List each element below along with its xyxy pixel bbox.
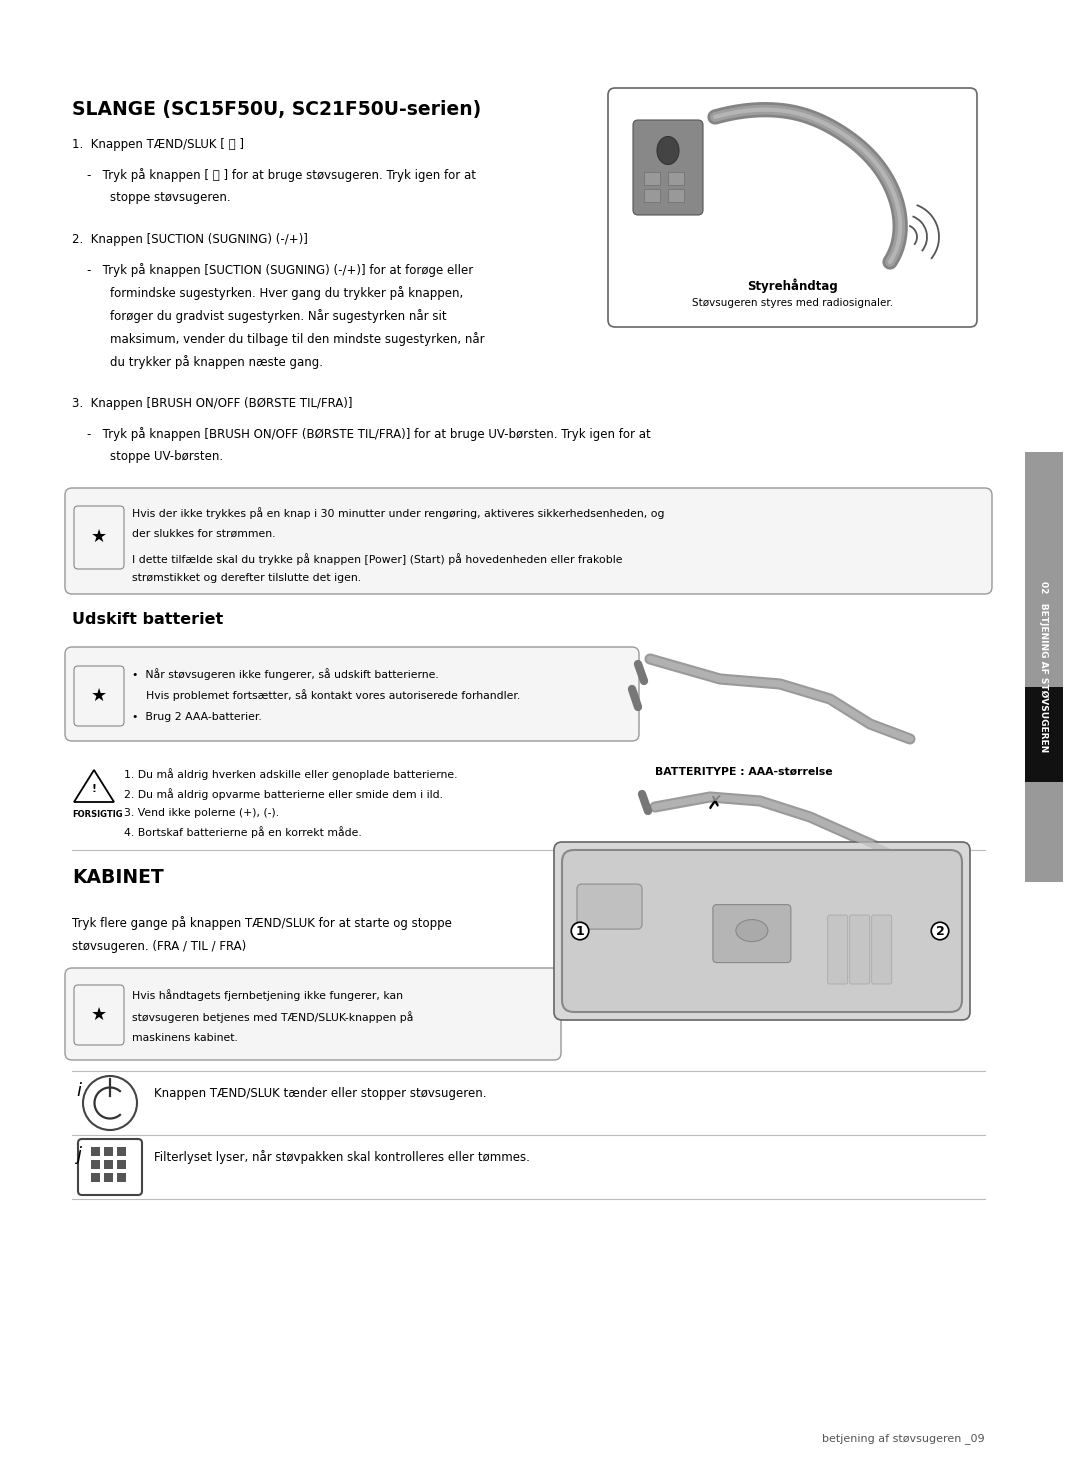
FancyBboxPatch shape: [65, 489, 993, 595]
Text: Knappen TÆND/SLUK tænder eller stopper støvsugeren.: Knappen TÆND/SLUK tænder eller stopper s…: [154, 1086, 486, 1100]
Text: 2: 2: [935, 924, 944, 938]
Text: støvsugeren betjenes med TÆND/SLUK-knappen på: støvsugeren betjenes med TÆND/SLUK-knapp…: [132, 1011, 414, 1023]
FancyBboxPatch shape: [562, 849, 962, 1013]
Bar: [91, 1173, 100, 1182]
Text: der slukkes for strømmen.: der slukkes for strømmen.: [132, 528, 275, 539]
FancyBboxPatch shape: [554, 842, 970, 1020]
Text: ★: ★: [91, 1005, 107, 1025]
FancyBboxPatch shape: [75, 506, 124, 570]
Text: maksimum, vender du tilbage til den mindste sugestyrken, når: maksimum, vender du tilbage til den mind…: [110, 333, 485, 346]
Bar: [104, 1160, 113, 1169]
Text: 4. Bortskaf batterierne på en korrekt måde.: 4. Bortskaf batterierne på en korrekt må…: [124, 826, 362, 838]
Text: 1. Du må aldrig hverken adskille eller genoplade batterierne.: 1. Du må aldrig hverken adskille eller g…: [124, 768, 458, 780]
FancyBboxPatch shape: [577, 885, 642, 929]
Text: -   Tryk på knappen [SUCTION (SUGNING) (-/+)] for at forøge eller: - Tryk på knappen [SUCTION (SUGNING) (-/…: [87, 263, 473, 277]
Text: Styrehåndtag: Styrehåndtag: [747, 278, 838, 293]
Text: formindske sugestyrken. Hver gang du trykker på knappen,: formindske sugestyrken. Hver gang du try…: [110, 286, 463, 300]
Text: ✗: ✗: [706, 795, 724, 814]
Text: Hvis håndtagets fjernbetjening ikke fungerer, kan: Hvis håndtagets fjernbetjening ikke fung…: [132, 989, 403, 1001]
Bar: [117, 1173, 126, 1182]
Text: •  Når støvsugeren ikke fungerer, så udskift batterierne.: • Når støvsugeren ikke fungerer, så udsk…: [132, 668, 438, 680]
Text: •  Brug 2 AAA-batterier.: • Brug 2 AAA-batterier.: [132, 712, 261, 721]
FancyBboxPatch shape: [713, 905, 791, 963]
Text: du trykker på knappen næste gang.: du trykker på knappen næste gang.: [110, 355, 323, 369]
FancyBboxPatch shape: [65, 648, 639, 740]
Text: BATTERITYPE : AAA-størrelse: BATTERITYPE : AAA-størrelse: [654, 767, 833, 777]
Bar: [1025, 687, 1063, 782]
FancyBboxPatch shape: [65, 969, 561, 1060]
FancyBboxPatch shape: [608, 88, 977, 327]
Text: Udskift batteriet: Udskift batteriet: [72, 612, 224, 627]
Text: stoppe støvsugeren.: stoppe støvsugeren.: [110, 191, 231, 205]
Text: SLANGE (SC15F50U, SC21F50U-serien): SLANGE (SC15F50U, SC21F50U-serien): [72, 100, 482, 119]
Text: Støvsugeren styres med radiosignaler.: Støvsugeren styres med radiosignaler.: [692, 297, 893, 308]
Ellipse shape: [735, 920, 768, 942]
Text: forøger du gradvist sugestyrken. Når sugestyrken når sit: forøger du gradvist sugestyrken. Når sug…: [110, 309, 447, 322]
FancyBboxPatch shape: [827, 916, 848, 983]
Circle shape: [83, 1076, 137, 1130]
Text: 3.  Knappen [BRUSH ON/OFF (BØRSTE TIL/FRA)]: 3. Knappen [BRUSH ON/OFF (BØRSTE TIL/FRA…: [72, 397, 352, 411]
Bar: [669, 188, 684, 202]
Bar: [104, 1147, 113, 1156]
Text: maskinens kabinet.: maskinens kabinet.: [132, 1033, 238, 1044]
FancyBboxPatch shape: [850, 916, 869, 983]
Text: 02   BETJENING AF STØVSUGEREN: 02 BETJENING AF STØVSUGEREN: [1039, 581, 1049, 752]
FancyBboxPatch shape: [78, 1139, 141, 1195]
Text: 2. Du må aldrig opvarme batterierne eller smide dem i ild.: 2. Du må aldrig opvarme batterierne elle…: [124, 788, 443, 799]
Text: Filterlyset lyser, når støvpakken skal kontrolleres eller tømmes.: Filterlyset lyser, når støvpakken skal k…: [154, 1150, 530, 1164]
Text: 3. Vend ikke polerne (+), (-).: 3. Vend ikke polerne (+), (-).: [124, 808, 279, 818]
Text: -   Tryk på knappen [ ⏻ ] for at bruge støvsugeren. Tryk igen for at: - Tryk på knappen [ ⏻ ] for at bruge stø…: [87, 168, 476, 183]
Bar: [91, 1147, 100, 1156]
FancyBboxPatch shape: [633, 121, 703, 215]
Text: ★: ★: [91, 528, 107, 546]
Text: Tryk flere gange på knappen TÆND/SLUK for at starte og stoppe: Tryk flere gange på knappen TÆND/SLUK fo…: [72, 916, 451, 930]
Text: stoppe UV-børsten.: stoppe UV-børsten.: [110, 450, 224, 464]
Bar: [644, 172, 660, 185]
Text: Hvis problemet fortsætter, så kontakt vores autoriserede forhandler.: Hvis problemet fortsætter, så kontakt vo…: [146, 689, 521, 701]
Text: støvsugeren. (FRA / TIL / FRA): støvsugeren. (FRA / TIL / FRA): [72, 941, 246, 952]
Text: j: j: [77, 1147, 81, 1164]
Bar: [91, 1160, 100, 1169]
Text: i: i: [77, 1082, 81, 1100]
FancyBboxPatch shape: [75, 985, 124, 1045]
Text: betjening af støvsugeren _09: betjening af støvsugeren _09: [822, 1434, 985, 1444]
Text: 2.  Knappen [SUCTION (SUGNING) (-/+)]: 2. Knappen [SUCTION (SUGNING) (-/+)]: [72, 233, 308, 246]
Text: !: !: [92, 785, 96, 793]
FancyBboxPatch shape: [872, 916, 892, 983]
Bar: [1025, 782, 1063, 882]
Bar: [117, 1160, 126, 1169]
Bar: [669, 172, 684, 185]
Text: -   Tryk på knappen [BRUSH ON/OFF (BØRSTE TIL/FRA)] for at bruge UV-børsten. Try: - Tryk på knappen [BRUSH ON/OFF (BØRSTE …: [87, 427, 651, 442]
Bar: [1025, 452, 1063, 687]
Text: strømstikket og derefter tilslutte det igen.: strømstikket og derefter tilslutte det i…: [132, 573, 361, 583]
Bar: [104, 1173, 113, 1182]
FancyBboxPatch shape: [75, 665, 124, 726]
Text: FORSIGTIG: FORSIGTIG: [72, 810, 123, 818]
Text: KABINET: KABINET: [72, 868, 164, 888]
Text: ★: ★: [91, 687, 107, 705]
Text: 1: 1: [576, 924, 584, 938]
Bar: [644, 188, 660, 202]
Text: Hvis der ikke trykkes på en knap i 30 minutter under rengøring, aktiveres sikker: Hvis der ikke trykkes på en knap i 30 mi…: [132, 506, 664, 520]
Ellipse shape: [657, 137, 679, 165]
Text: I dette tilfælde skal du trykke på knappen [Power] (Start) på hovedenheden eller: I dette tilfælde skal du trykke på knapp…: [132, 553, 622, 565]
Text: 1.  Knappen TÆND/SLUK [ ⏻ ]: 1. Knappen TÆND/SLUK [ ⏻ ]: [72, 138, 244, 152]
Bar: [117, 1147, 126, 1156]
Polygon shape: [75, 770, 114, 802]
